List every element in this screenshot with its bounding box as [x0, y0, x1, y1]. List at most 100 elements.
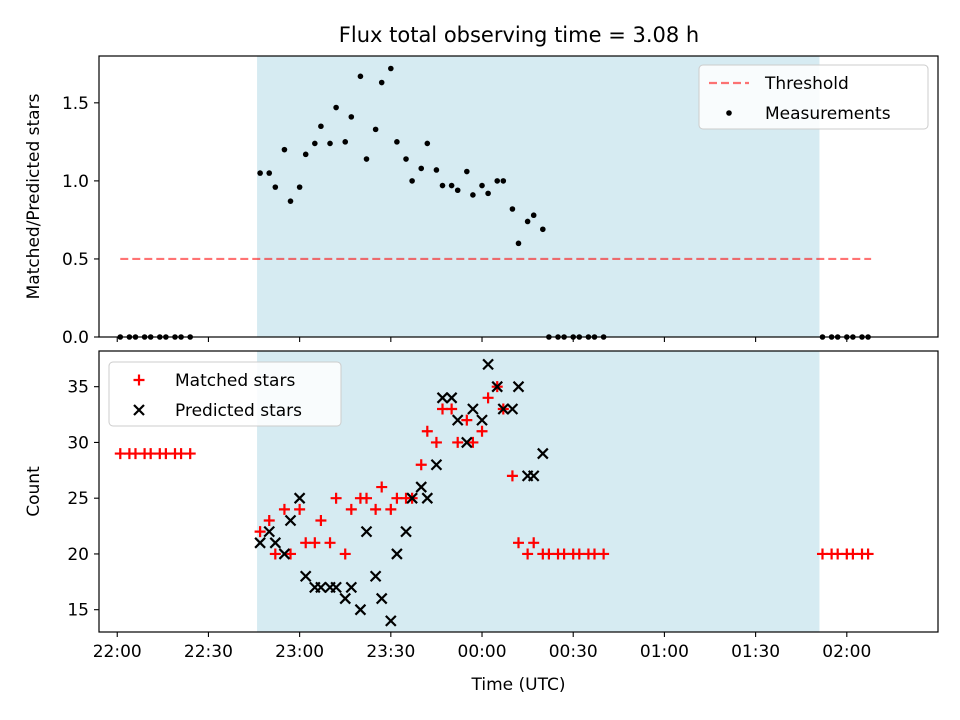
data-point [461, 414, 473, 426]
data-point [327, 140, 333, 147]
data-point [296, 184, 303, 190]
data-point [302, 151, 309, 158]
data-point [403, 156, 409, 162]
data-point [263, 514, 275, 526]
legend-label: Matched stars [175, 371, 295, 391]
data-point [415, 481, 428, 493]
data-point [357, 73, 364, 80]
legend: Matched stars Predicted stars [108, 361, 342, 427]
data-point [339, 592, 352, 605]
legend-measurement-marker [726, 110, 732, 116]
data-point [254, 526, 266, 538]
data-point [446, 403, 458, 415]
data-point [263, 525, 276, 538]
data-point [284, 514, 297, 527]
data-point [485, 190, 491, 197]
y-tick-label: 1.5 [62, 94, 89, 114]
data-point [285, 548, 297, 560]
data-point [862, 548, 874, 560]
data-point [278, 503, 290, 515]
y-tick-label: 0.5 [62, 250, 89, 270]
data-point [418, 165, 425, 172]
top-panel: 0.0 0.5 1.0 1.5 Matched/Predicted stars Thres… [24, 55, 939, 348]
x-tick-label: 22:30 [184, 642, 233, 662]
data-point [461, 436, 473, 449]
data-point [497, 403, 510, 415]
data-point [257, 170, 263, 176]
data-point [482, 392, 494, 404]
data-point [266, 170, 273, 176]
data-point [439, 182, 446, 189]
data-point [287, 198, 294, 204]
data-point [361, 492, 373, 504]
x-tick-label: 01:00 [640, 642, 689, 662]
data-point [406, 492, 418, 504]
shaded-interval [257, 351, 820, 632]
x-axis-label: Time (UTC) [471, 675, 566, 695]
bottom-panel: 22:00 22:30 23:00 23:30 00:00 00:30 01:00 01:30… [24, 350, 939, 695]
data-point [315, 581, 327, 594]
data-point [312, 140, 318, 147]
data-point [494, 178, 501, 184]
data-point [479, 182, 485, 189]
data-point [293, 492, 306, 504]
data-point [598, 548, 610, 560]
data-point [391, 548, 403, 560]
x-tick-label: 01:30 [731, 642, 780, 662]
data-point [254, 537, 266, 549]
data-point [448, 182, 455, 189]
x-tick-label: 22:00 [93, 642, 142, 662]
data-point [522, 548, 534, 560]
legend-label: Predicted stars [175, 401, 302, 421]
data-point [363, 156, 370, 162]
series-predicted-stars [254, 358, 549, 627]
data-point [354, 603, 367, 616]
legend-label: Threshold [764, 74, 849, 94]
y-tick-label: 0.0 [62, 328, 89, 348]
data-point [394, 139, 400, 145]
data-point [509, 206, 516, 212]
data-point [309, 537, 321, 549]
y-axis-label: Matched/Predicted stars [24, 93, 44, 299]
data-point [467, 403, 479, 415]
data-point [530, 212, 537, 219]
data-point [524, 218, 531, 225]
data-point [424, 140, 431, 147]
data-point [318, 123, 324, 130]
data-point [388, 65, 394, 72]
series-matched-stars [114, 381, 874, 560]
x-tick-label: 00:30 [549, 642, 598, 662]
data-point [506, 403, 519, 415]
data-point [537, 447, 549, 460]
data-point [464, 168, 470, 175]
data-point [451, 414, 464, 426]
data-point [330, 492, 342, 504]
data-point [452, 436, 464, 448]
data-point [433, 167, 440, 173]
data-point [269, 537, 282, 549]
data-point [278, 548, 291, 560]
legend-label: Measurements [765, 104, 891, 124]
y-tick-label: 15 [67, 601, 89, 621]
data-point [409, 178, 415, 184]
data-point [421, 492, 434, 504]
legend-predicted-marker [133, 404, 145, 416]
data-point [476, 425, 488, 437]
data-point [506, 470, 518, 482]
data-point [184, 448, 196, 460]
data-point [272, 184, 279, 190]
data-point [378, 79, 385, 86]
x-tick-label: 02:00 [822, 642, 871, 662]
data-point [345, 581, 358, 594]
y-tick-label: 35 [67, 378, 89, 398]
axes-frame [98, 350, 939, 633]
y-axis-label: Count [24, 466, 44, 517]
data-point [333, 104, 339, 111]
data-point [339, 548, 351, 560]
legend-matched-marker [133, 374, 145, 386]
chart-title: Flux total observing time = 3.08 h [339, 23, 699, 47]
data-point [348, 114, 355, 120]
data-point [294, 503, 306, 515]
data-point [445, 392, 458, 404]
data-point [421, 425, 433, 437]
